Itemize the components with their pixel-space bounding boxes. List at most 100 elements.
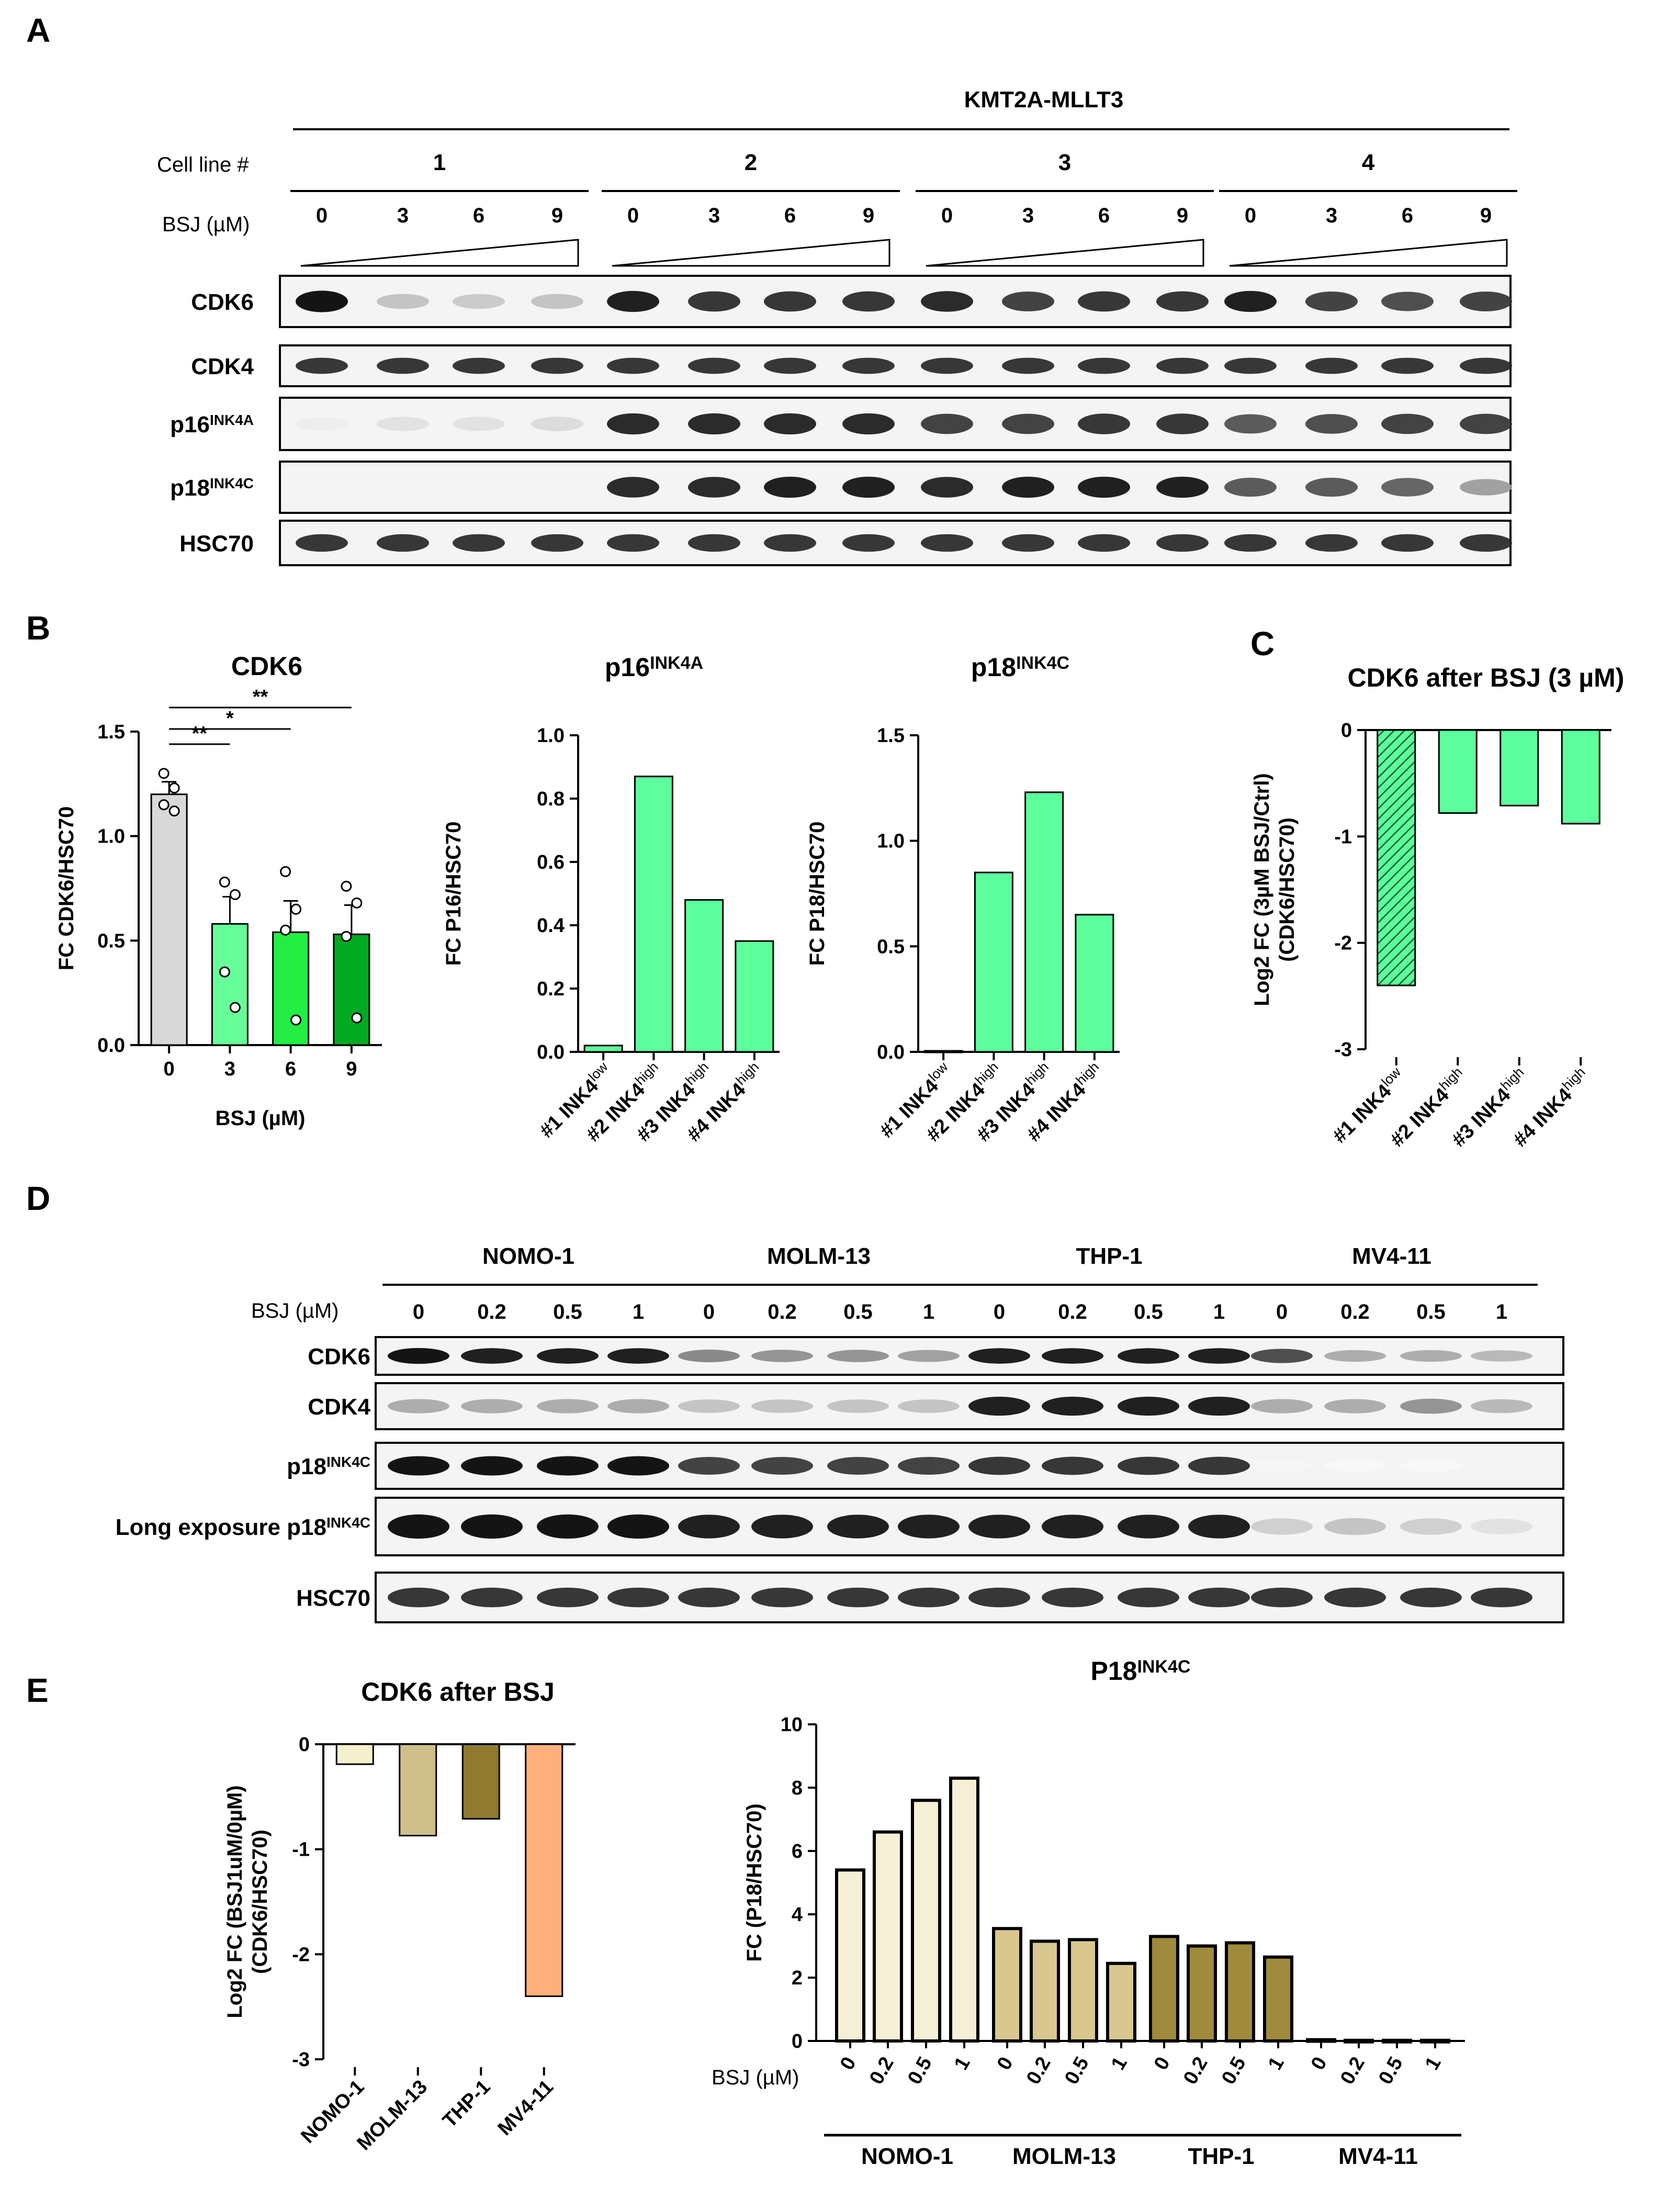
blot-band xyxy=(607,1514,669,1539)
blot-band xyxy=(377,534,429,552)
blot-a-header: KMT2A-MLLT3 xyxy=(964,87,1124,113)
data-point xyxy=(280,866,291,878)
dose-label: 0.2 xyxy=(477,1300,506,1323)
x-tick-label-main: #4 INK4 xyxy=(1509,1084,1576,1151)
chart-title-sup: INK4C xyxy=(1016,653,1069,673)
dose-label: 0 xyxy=(413,1300,424,1323)
blot-row-label-main: p16 xyxy=(170,412,210,437)
data-point xyxy=(158,799,170,811)
blot-band xyxy=(1188,1456,1250,1475)
blot-row-label: CDK4 xyxy=(308,1394,370,1420)
blot-band xyxy=(1305,477,1358,497)
blot-row-label: p18INK4C xyxy=(170,475,254,501)
blot-band xyxy=(1188,1514,1250,1539)
bar xyxy=(974,871,1013,1053)
dose-label: 0.2 xyxy=(1058,1300,1087,1323)
cell-line-label: THP-1 xyxy=(1076,1243,1142,1269)
blot-band xyxy=(1224,534,1277,552)
bar xyxy=(735,940,774,1053)
blot-band xyxy=(607,413,659,435)
dose-label: 9 xyxy=(1177,204,1188,227)
blot-band xyxy=(1156,291,1209,312)
blot-band xyxy=(1078,413,1130,434)
blot-band xyxy=(1400,1587,1462,1608)
chart-title-main: p16 xyxy=(605,653,650,682)
bar xyxy=(461,1743,500,1820)
y-tick-label: 4 xyxy=(792,1904,803,1926)
bar xyxy=(525,1743,563,1998)
blot-band xyxy=(537,1456,599,1476)
panel-label-d: D xyxy=(26,1180,50,1217)
x-tick-label: 0 xyxy=(164,1058,175,1080)
blot-row-label-main: HSC70 xyxy=(179,531,254,557)
blot-band xyxy=(1224,414,1277,434)
x-tick-label: 1 xyxy=(1264,2054,1289,2074)
dose-gradient-triangle xyxy=(612,239,890,267)
blot-band xyxy=(1118,1456,1179,1475)
blot-row-label-main: Long exposure p18 xyxy=(116,1514,326,1540)
bar xyxy=(1024,791,1064,1053)
blot-band xyxy=(1324,1399,1386,1413)
chart-title: CDK6 after BSJ xyxy=(361,1677,555,1707)
x-tick-label: 0 xyxy=(836,2054,861,2074)
y-axis-label: FC (P18/HSC70) xyxy=(743,1803,766,1961)
blot-band xyxy=(842,476,895,498)
panel-label-a: A xyxy=(26,12,50,49)
y-tick-label: 1.5 xyxy=(877,725,905,747)
blot-band xyxy=(531,534,583,552)
dose-label: 0.2 xyxy=(768,1300,797,1323)
blot-d: NOMO-1 0 0.2 0.5 1 MOLM-13 0 0.2 0.5 1 THP-1 0 0.2 0.… xyxy=(116,1243,1564,1623)
bar xyxy=(1030,1939,1060,2043)
y-tick-label: -3 xyxy=(1334,1039,1352,1061)
dose-label: 0 xyxy=(1245,204,1256,227)
y-tick-label: 0.0 xyxy=(877,1041,905,1063)
blot-band xyxy=(1002,291,1054,311)
bar xyxy=(1377,729,1416,986)
bar xyxy=(1187,1944,1217,2043)
blot-band xyxy=(607,1399,669,1413)
blot-band xyxy=(968,1587,1030,1608)
blot-band xyxy=(921,413,973,434)
bar xyxy=(911,1799,941,2043)
blot-band xyxy=(688,534,740,552)
cell-line-label: MOLM-13 xyxy=(767,1243,871,1269)
blot-band xyxy=(1078,534,1130,552)
chart-b-p16: 0.00.20.40.60.81.0FC P16/HSC70p16INK4A#1… xyxy=(442,653,780,1146)
blot-band xyxy=(1251,1349,1313,1363)
y-tick-label: 10 xyxy=(781,1714,803,1736)
blot-band xyxy=(1324,1587,1386,1608)
blot-band xyxy=(968,1514,1030,1539)
y-tick-label: -2 xyxy=(1334,933,1352,955)
dose-label: 9 xyxy=(551,204,563,227)
blot-band xyxy=(607,1348,669,1364)
x-tick-label: MV4-11 xyxy=(494,2076,558,2140)
bar xyxy=(1225,1941,1255,2043)
x-tick-label: 0 xyxy=(1307,2054,1332,2074)
data-point xyxy=(351,1012,363,1024)
x-tick-label: 6 xyxy=(285,1058,296,1080)
blot-band xyxy=(898,1514,960,1539)
blot-row-label: HSC70 xyxy=(179,531,254,557)
blot-band xyxy=(1224,357,1277,374)
blot-band xyxy=(461,1514,523,1539)
x-tick-label: 1 xyxy=(1421,2054,1446,2074)
blot-band xyxy=(678,1587,740,1608)
x-tick-label: 0.5 xyxy=(1061,2054,1093,2089)
bar xyxy=(399,1743,437,1837)
blot-band xyxy=(1400,1460,1462,1472)
blot-band xyxy=(1002,534,1054,552)
dose-label: 0 xyxy=(316,204,328,227)
dose-label: 0 xyxy=(703,1300,715,1323)
blot-band xyxy=(1381,478,1434,497)
bar xyxy=(684,899,724,1053)
panel-label-c: C xyxy=(1250,625,1275,663)
y-axis-label: FC CDK6/HSC70 xyxy=(55,806,78,970)
dose-label: 3 xyxy=(708,204,720,227)
x-tick-label-main: #3 INK4 xyxy=(1448,1084,1515,1151)
bar xyxy=(949,1776,979,2043)
blot-band xyxy=(388,1456,449,1476)
blot-row-label-main: p18 xyxy=(170,475,210,501)
